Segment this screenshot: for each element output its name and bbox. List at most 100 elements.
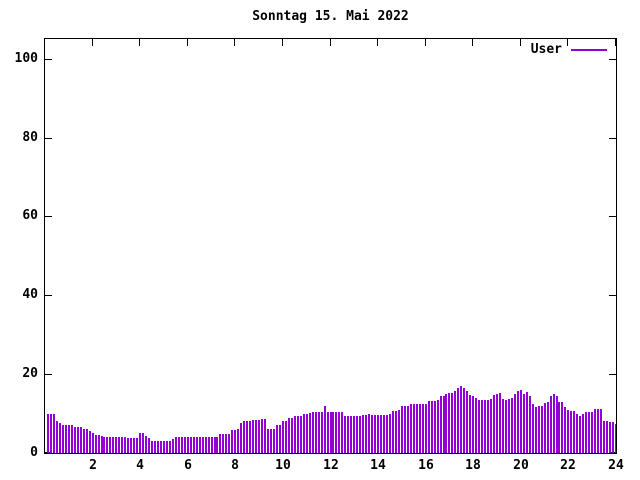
- bar: [240, 423, 242, 453]
- bar: [532, 404, 534, 453]
- bar: [478, 400, 480, 453]
- bar: [291, 418, 293, 453]
- bar: [300, 416, 302, 453]
- bar: [53, 414, 55, 453]
- y-tick-left: [45, 295, 52, 296]
- bar: [511, 398, 513, 453]
- bar: [529, 396, 531, 453]
- bar: [59, 423, 61, 453]
- x-tick-top: [330, 39, 331, 46]
- bar: [315, 412, 317, 453]
- bar: [356, 416, 358, 453]
- x-axis-tick-label: 18: [465, 458, 481, 473]
- x-tick-top: [567, 39, 568, 46]
- bar: [166, 441, 168, 453]
- bar: [92, 433, 94, 453]
- y-tick-right: [609, 216, 616, 217]
- bar: [434, 401, 436, 453]
- bar: [508, 399, 510, 453]
- x-tick-top: [139, 39, 140, 46]
- bar: [276, 425, 278, 453]
- bar: [443, 396, 445, 453]
- legend-label-user: User: [530, 42, 562, 57]
- bar: [231, 430, 233, 453]
- bar: [184, 437, 186, 453]
- bar: [535, 407, 537, 453]
- y-axis-tick-label: 80: [22, 130, 38, 145]
- bar: [499, 393, 501, 453]
- bar: [454, 391, 456, 453]
- bar: [193, 437, 195, 453]
- bar: [258, 420, 260, 453]
- bar: [463, 388, 465, 453]
- y-tick-right: [609, 295, 616, 296]
- bar: [341, 412, 343, 453]
- bar: [151, 441, 153, 453]
- legend: User: [531, 42, 607, 58]
- bar: [270, 429, 272, 453]
- bar: [588, 412, 590, 453]
- bar: [196, 437, 198, 453]
- bar: [205, 437, 207, 453]
- bar: [431, 401, 433, 453]
- bar: [327, 412, 329, 453]
- bar: [252, 420, 254, 453]
- x-axis-tick-label: 22: [560, 458, 576, 473]
- x-axis-tick-label: 24: [608, 458, 624, 473]
- x-axis-tick-label: 16: [418, 458, 434, 473]
- bar: [237, 429, 239, 453]
- bar: [517, 391, 519, 453]
- bar: [440, 396, 442, 453]
- bar: [573, 411, 575, 453]
- y-axis-tick-label: 60: [22, 208, 38, 223]
- bar: [561, 402, 563, 453]
- bar: [490, 399, 492, 453]
- bar: [460, 386, 462, 453]
- bar: [234, 430, 236, 453]
- bar: [68, 425, 70, 453]
- bar: [86, 429, 88, 453]
- bar: [222, 434, 224, 453]
- bar: [457, 388, 459, 453]
- bar: [181, 437, 183, 453]
- bar: [95, 435, 97, 453]
- bar: [56, 421, 58, 453]
- bar: [594, 409, 596, 453]
- x-axis-tick-label: 2: [89, 458, 97, 473]
- y-tick-right: [609, 374, 616, 375]
- x-tick-top: [282, 39, 283, 46]
- bar: [225, 434, 227, 453]
- y-axis-tick-label: 100: [14, 51, 38, 66]
- y-tick-right: [609, 138, 616, 139]
- bar: [371, 415, 373, 453]
- bar: [538, 406, 540, 453]
- bar: [579, 416, 581, 453]
- bar: [541, 406, 543, 453]
- bar: [202, 437, 204, 453]
- bar: [380, 415, 382, 453]
- bar: [318, 412, 320, 453]
- bar: [505, 400, 507, 453]
- x-axis-tick-label: 14: [370, 458, 386, 473]
- y-axis-tick-label: 0: [30, 445, 38, 460]
- bar: [101, 436, 103, 453]
- bar: [374, 415, 376, 453]
- bar: [475, 398, 477, 453]
- bar: [163, 441, 165, 453]
- bar: [600, 409, 602, 453]
- bar: [214, 437, 216, 453]
- bar: [106, 437, 108, 453]
- chart-title: Sonntag 15. Mai 2022: [252, 9, 409, 24]
- bar: [448, 393, 450, 453]
- bar: [65, 425, 67, 453]
- bar: [148, 438, 150, 453]
- bar: [130, 438, 132, 453]
- bar: [103, 437, 105, 453]
- bar: [606, 421, 608, 453]
- bar: [615, 424, 616, 453]
- bar: [386, 415, 388, 453]
- y-tick-left: [45, 59, 52, 60]
- bar: [407, 406, 409, 453]
- bar: [410, 404, 412, 453]
